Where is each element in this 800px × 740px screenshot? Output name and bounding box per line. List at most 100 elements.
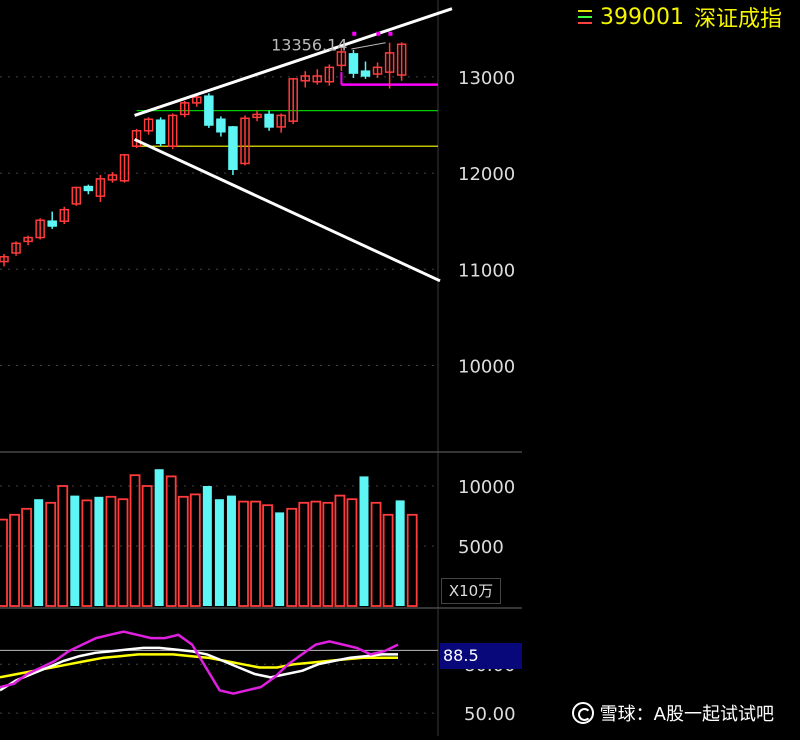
candle-body [35, 219, 45, 239]
volume-bar-down [395, 500, 405, 606]
volume-bar-up [165, 475, 177, 607]
candle-body [348, 53, 359, 74]
volume-bar-up [105, 495, 117, 607]
volume-bar-down [226, 495, 236, 606]
candle-body [264, 113, 274, 128]
candle-body [276, 114, 286, 128]
candle-body [192, 96, 202, 104]
volume-bar-down [94, 496, 104, 606]
index-header[interactable]: 399001 深证成指 [578, 4, 782, 32]
price-tick-label: 13000 [458, 68, 515, 89]
candle-body [300, 75, 310, 82]
candle-body [83, 185, 94, 192]
volume-bar-down [70, 495, 80, 606]
indicator-tick-label: 50.00 [464, 704, 516, 725]
volume-bar-down [202, 486, 212, 606]
volume-bar-up [238, 500, 249, 607]
watermark: 雪球 ： A股一起试试吧 [571, 700, 774, 726]
volume-bar-up [21, 507, 33, 607]
volume-unit-label: X10万 [441, 578, 501, 604]
index-code: 399001 [600, 4, 684, 30]
candle-body [59, 208, 69, 222]
candle-body [372, 66, 383, 75]
volume-bar-down [154, 469, 164, 606]
volume-bar-up [129, 474, 141, 607]
volume-bars [0, 469, 418, 607]
price-tick-label: 12000 [458, 164, 515, 185]
high-value-label: 13356.14 [271, 36, 347, 55]
candle-body [288, 78, 298, 122]
signal-dot [388, 31, 393, 36]
candle-body [324, 66, 335, 83]
candle-body [180, 102, 190, 116]
index-name: 深证成指 [693, 7, 782, 32]
candle-body [155, 119, 166, 145]
menu-icon[interactable] [578, 10, 592, 24]
indicator-magenta-line [0, 630, 399, 695]
price-gridlines [0, 76, 438, 366]
candle-body [384, 52, 395, 73]
indicator-white-line [0, 646, 398, 692]
candle-body [131, 130, 142, 147]
volume-bar-down [34, 499, 44, 606]
watermark-account: A股一起试试吧 [653, 704, 774, 725]
price-tick-label: 11000 [458, 260, 515, 281]
candle-body [204, 95, 214, 126]
volume-axis-ticks: 10000 5000 [458, 477, 515, 558]
volume-bar-up [370, 501, 382, 607]
signal-dot [352, 31, 357, 36]
price-tick-label: 10000 [458, 356, 515, 377]
volume-bar-up [0, 518, 8, 607]
candle-body [360, 70, 371, 77]
volume-bar-up [322, 501, 334, 607]
candle-body [95, 178, 106, 197]
watermark-brand: 雪球 [599, 704, 636, 725]
volume-bar-up [189, 493, 201, 607]
volume-bar-up [310, 500, 322, 607]
indicator-current-value: 88.5 [440, 643, 522, 669]
volume-bar-up [141, 485, 153, 607]
volume-bar-down [214, 499, 224, 606]
volume-bar-up [177, 495, 189, 607]
volume-bar-up [45, 501, 57, 607]
volume-tick-label: 5000 [458, 537, 504, 558]
triangle-trendlines [133, 7, 453, 283]
candle-body [47, 220, 57, 227]
candle-body [396, 43, 407, 76]
volume-bar-up [346, 498, 358, 607]
candle-body [0, 256, 9, 263]
candle-body [167, 114, 178, 147]
candle-body [312, 75, 323, 83]
upper-trendline [134, 7, 453, 117]
volume-bar-up [286, 507, 298, 607]
candle-body [11, 242, 21, 254]
candle-body [336, 51, 347, 67]
candle-body [240, 117, 250, 165]
volume-bar-up [9, 513, 20, 607]
high-value-leader [351, 42, 386, 50]
candlestick-series [0, 42, 407, 267]
candle-body [143, 118, 154, 132]
volume-bar-up [334, 494, 346, 607]
watermark-separator: ： [635, 704, 654, 725]
volume-bar-up [298, 501, 310, 607]
volume-bar-up [117, 498, 129, 607]
support-resistance-lines [136, 72, 438, 147]
volume-bar-up [262, 504, 274, 607]
lower-trendline [133, 138, 441, 283]
candle-body [71, 186, 82, 205]
volume-bar-down [359, 476, 369, 606]
candle-body [107, 174, 118, 181]
volume-bar-up [250, 500, 261, 607]
candle-body [119, 154, 130, 182]
candle-body [23, 236, 33, 243]
volume-bar-down [275, 512, 285, 606]
volume-bar-up [57, 485, 69, 607]
volume-bar-up [81, 499, 93, 607]
indicator-lines [0, 630, 399, 695]
volume-tick-label: 10000 [458, 477, 515, 498]
volume-bar-up [382, 513, 394, 607]
volume-bar-up [406, 513, 418, 607]
